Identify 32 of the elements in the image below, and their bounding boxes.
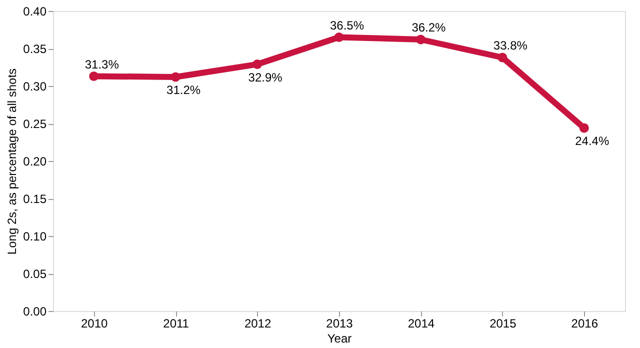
x-tick-label: 2013	[326, 316, 354, 330]
y-tick-label: 0.20	[23, 154, 47, 168]
point	[252, 60, 262, 69]
x-tick-label: 2015	[490, 316, 517, 330]
y-tick-label: 0.35	[23, 42, 47, 56]
y-tick-label: 0.10	[23, 230, 47, 244]
x-tick-label: 2016	[571, 316, 598, 330]
y-tick-label: 0.40	[23, 4, 47, 18]
x-tick-label: 2010	[81, 316, 108, 330]
point	[170, 72, 180, 82]
data-label: 32.9%	[248, 70, 283, 84]
point	[334, 32, 344, 42]
y-tick-label: 0.15	[23, 192, 47, 206]
y-tick-label: 0.05	[23, 267, 47, 281]
y-tick-label: 0.00	[23, 304, 47, 318]
point	[498, 52, 508, 62]
data-label: 36.5%	[330, 18, 364, 32]
x-tick-label: 2014	[408, 316, 435, 330]
data-label: 33.8%	[493, 38, 528, 52]
data-label: 31.3%	[84, 57, 120, 72]
data-label: 24.4%	[575, 134, 610, 148]
x-tick-label: 2011	[163, 316, 190, 330]
data-label: 36.2%	[412, 20, 446, 34]
point	[416, 34, 426, 44]
data-label: 31.2%	[166, 83, 201, 97]
y-tick-label: 0.30	[23, 80, 47, 94]
x-tick-label: 2012	[244, 316, 272, 330]
x-axis-title: Year	[327, 332, 352, 346]
point	[89, 72, 99, 81]
y-axis-title: Long 2s, as percentage of all shots	[5, 68, 20, 255]
point	[579, 123, 589, 133]
y-tick-label: 0.25	[23, 117, 47, 131]
